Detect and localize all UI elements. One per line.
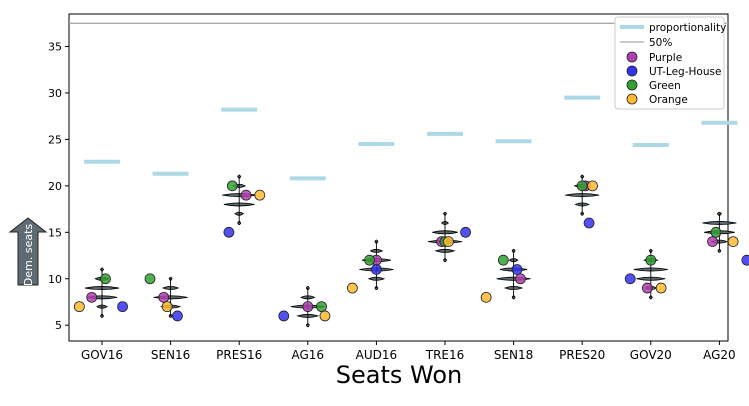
y-axis: 5 10 15 20 25 30 35 bbox=[48, 41, 69, 332]
y-tick-label: 20 bbox=[48, 180, 62, 193]
point-green bbox=[364, 254, 375, 266]
distribution-band bbox=[237, 174, 242, 179]
point-ut-leg-house bbox=[460, 226, 471, 238]
point-green bbox=[100, 273, 111, 285]
x-tick-label: AG20 bbox=[703, 348, 736, 362]
point-ut-leg-house bbox=[172, 310, 183, 322]
x-tick-label: SEN16 bbox=[151, 348, 190, 362]
legend-proportionality-label: proportionality bbox=[649, 22, 726, 34]
y-tick-label: 35 bbox=[48, 41, 62, 54]
point-purple bbox=[240, 189, 252, 201]
point-ut-leg-house bbox=[117, 301, 128, 313]
point-orange bbox=[319, 310, 331, 322]
point-green bbox=[226, 180, 238, 192]
legend-box bbox=[614, 16, 725, 110]
point-green bbox=[576, 180, 588, 192]
distribution-band bbox=[580, 174, 585, 179]
x-tick-label: GOV16 bbox=[81, 348, 123, 362]
point-purple bbox=[86, 291, 98, 303]
legend-green-marker bbox=[626, 79, 638, 91]
point-orange bbox=[480, 291, 492, 303]
distribution-band bbox=[648, 248, 653, 253]
y-tick-label: 10 bbox=[48, 273, 62, 286]
point-ut-leg-house bbox=[511, 264, 523, 275]
x-tick-label: AG16 bbox=[292, 348, 325, 362]
y-tick-label: 30 bbox=[48, 87, 62, 100]
point-orange bbox=[587, 180, 598, 192]
x-tick-label: GOV20 bbox=[630, 348, 672, 362]
point-purple bbox=[158, 291, 170, 303]
proportionality-layer bbox=[84, 95, 738, 181]
distribution-band bbox=[374, 239, 379, 244]
x-axis-title: Seats Won bbox=[336, 361, 462, 389]
point-orange bbox=[443, 236, 454, 247]
x-tick-label: PRES16 bbox=[216, 348, 262, 362]
legend-50pct-label: 50% bbox=[649, 37, 672, 49]
point-green bbox=[316, 301, 327, 313]
x-tick-label: PRES20 bbox=[559, 348, 605, 362]
point-green bbox=[645, 254, 657, 266]
distribution-band bbox=[443, 211, 447, 216]
distribution-band bbox=[511, 248, 516, 253]
point-green bbox=[710, 226, 722, 238]
legend-ut-leg-house-marker bbox=[626, 65, 638, 77]
legend: proportionality 50% Purple UT-Leg-House … bbox=[614, 16, 726, 110]
x-tick-label: SEN18 bbox=[494, 348, 533, 362]
distribution-band bbox=[100, 313, 104, 318]
point-orange bbox=[346, 282, 358, 294]
y-axis-arrow-label: Dem. seats bbox=[8, 217, 48, 286]
point-ut-leg-house bbox=[223, 226, 235, 238]
x-tick-label: AUD16 bbox=[356, 348, 398, 362]
point-orange bbox=[655, 282, 667, 294]
x-tick-label: TRE16 bbox=[425, 348, 465, 362]
y-tick-label: 25 bbox=[48, 133, 62, 146]
point-purple bbox=[707, 236, 718, 247]
point-green bbox=[497, 254, 509, 266]
point-ut-leg-house bbox=[370, 264, 382, 275]
point-ut-leg-house bbox=[278, 310, 290, 322]
legend-ut-leg-house-label: UT-Leg-House bbox=[649, 66, 721, 78]
y-tick-label: 5 bbox=[55, 319, 62, 332]
point-orange bbox=[161, 301, 173, 313]
distribution-band bbox=[716, 211, 722, 216]
points-layer bbox=[73, 180, 749, 322]
y-label-arrow bbox=[8, 217, 48, 286]
point-purple bbox=[302, 301, 314, 313]
legend-purple-label: Purple bbox=[649, 52, 682, 64]
legend-green-label: Green bbox=[649, 80, 681, 92]
point-ut-leg-house bbox=[741, 254, 749, 266]
point-green bbox=[144, 273, 156, 285]
y-tick-label: 15 bbox=[48, 226, 62, 239]
point-orange bbox=[73, 301, 85, 313]
distribution-band bbox=[237, 221, 242, 226]
point-ut-leg-house bbox=[583, 217, 595, 229]
legend-orange-marker bbox=[626, 93, 638, 105]
point-purple bbox=[641, 282, 653, 294]
point-orange bbox=[727, 236, 739, 247]
point-orange bbox=[254, 189, 266, 201]
point-purple bbox=[515, 273, 526, 285]
x-axis: GOV16 SEN16 PRES16 AG16 AUD16 TRE16 SEN18 PRES2… bbox=[81, 341, 736, 362]
y-axis-title: Dem. seats bbox=[22, 224, 35, 286]
point-ut-leg-house bbox=[624, 273, 636, 285]
legend-orange-label: Orange bbox=[649, 94, 688, 106]
legend-purple-marker bbox=[626, 51, 638, 63]
ensemble-distribution bbox=[496, 248, 531, 300]
distribution-band bbox=[305, 286, 310, 291]
